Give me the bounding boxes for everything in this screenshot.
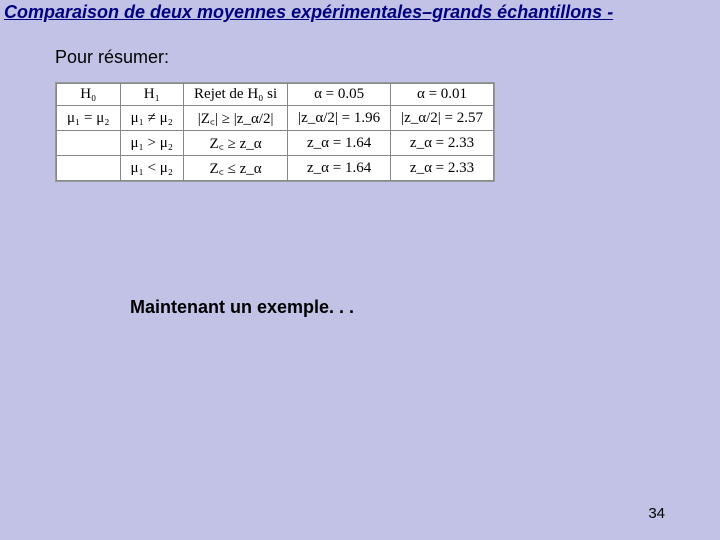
hypothesis-table: H₀ H₁ Rejet de H₀ si α = 0.05 α = 0.01 μ… — [55, 82, 495, 182]
cell: μ₁ ≠ μ₂ — [120, 106, 184, 131]
table-row: μ₁ = μ₂ μ₁ ≠ μ₂ |Z꜀| ≥ |z_α/2| |z_α/2| =… — [57, 106, 494, 131]
table-row: μ₁ < μ₂ Z꜀ ≤ z_α z_α = 1.64 z_α = 2.33 — [57, 156, 494, 181]
cell: Z꜀ ≤ z_α — [184, 156, 288, 181]
cell: |z_α/2| = 1.96 — [288, 106, 391, 131]
cell: Z꜀ ≥ z_α — [184, 131, 288, 156]
col-alpha05: α = 0.05 — [288, 84, 391, 106]
col-h0: H₀ — [57, 84, 121, 106]
table-row: μ₁ > μ₂ Z꜀ ≥ z_α z_α = 1.64 z_α = 2.33 — [57, 131, 494, 156]
cell: |z_α/2| = 2.57 — [391, 106, 494, 131]
example-text: Maintenant un exemple. . . — [130, 297, 680, 318]
table-header-row: H₀ H₁ Rejet de H₀ si α = 0.05 α = 0.01 — [57, 84, 494, 106]
cell: μ₁ < μ₂ — [120, 156, 184, 181]
cell — [57, 131, 121, 156]
col-reject: Rejet de H₀ si — [184, 84, 288, 106]
cell: μ₁ = μ₂ — [57, 106, 121, 131]
summary-label: Pour résumer: — [55, 47, 680, 68]
cell: z_α = 2.33 — [391, 156, 494, 181]
cell: z_α = 1.64 — [288, 131, 391, 156]
col-h1: H₁ — [120, 84, 184, 106]
content-area: Pour résumer: H₀ H₁ Rejet de H₀ si α = 0… — [0, 25, 720, 318]
col-alpha01: α = 0.01 — [391, 84, 494, 106]
title-bar: Comparaison de deux moyennes expérimenta… — [0, 0, 720, 25]
slide-title: Comparaison de deux moyennes expérimenta… — [4, 2, 716, 23]
cell: μ₁ > μ₂ — [120, 131, 184, 156]
cell: z_α = 2.33 — [391, 131, 494, 156]
cell — [57, 156, 121, 181]
cell: z_α = 1.64 — [288, 156, 391, 181]
cell: |Z꜀| ≥ |z_α/2| — [184, 106, 288, 131]
page-number: 34 — [648, 505, 665, 522]
